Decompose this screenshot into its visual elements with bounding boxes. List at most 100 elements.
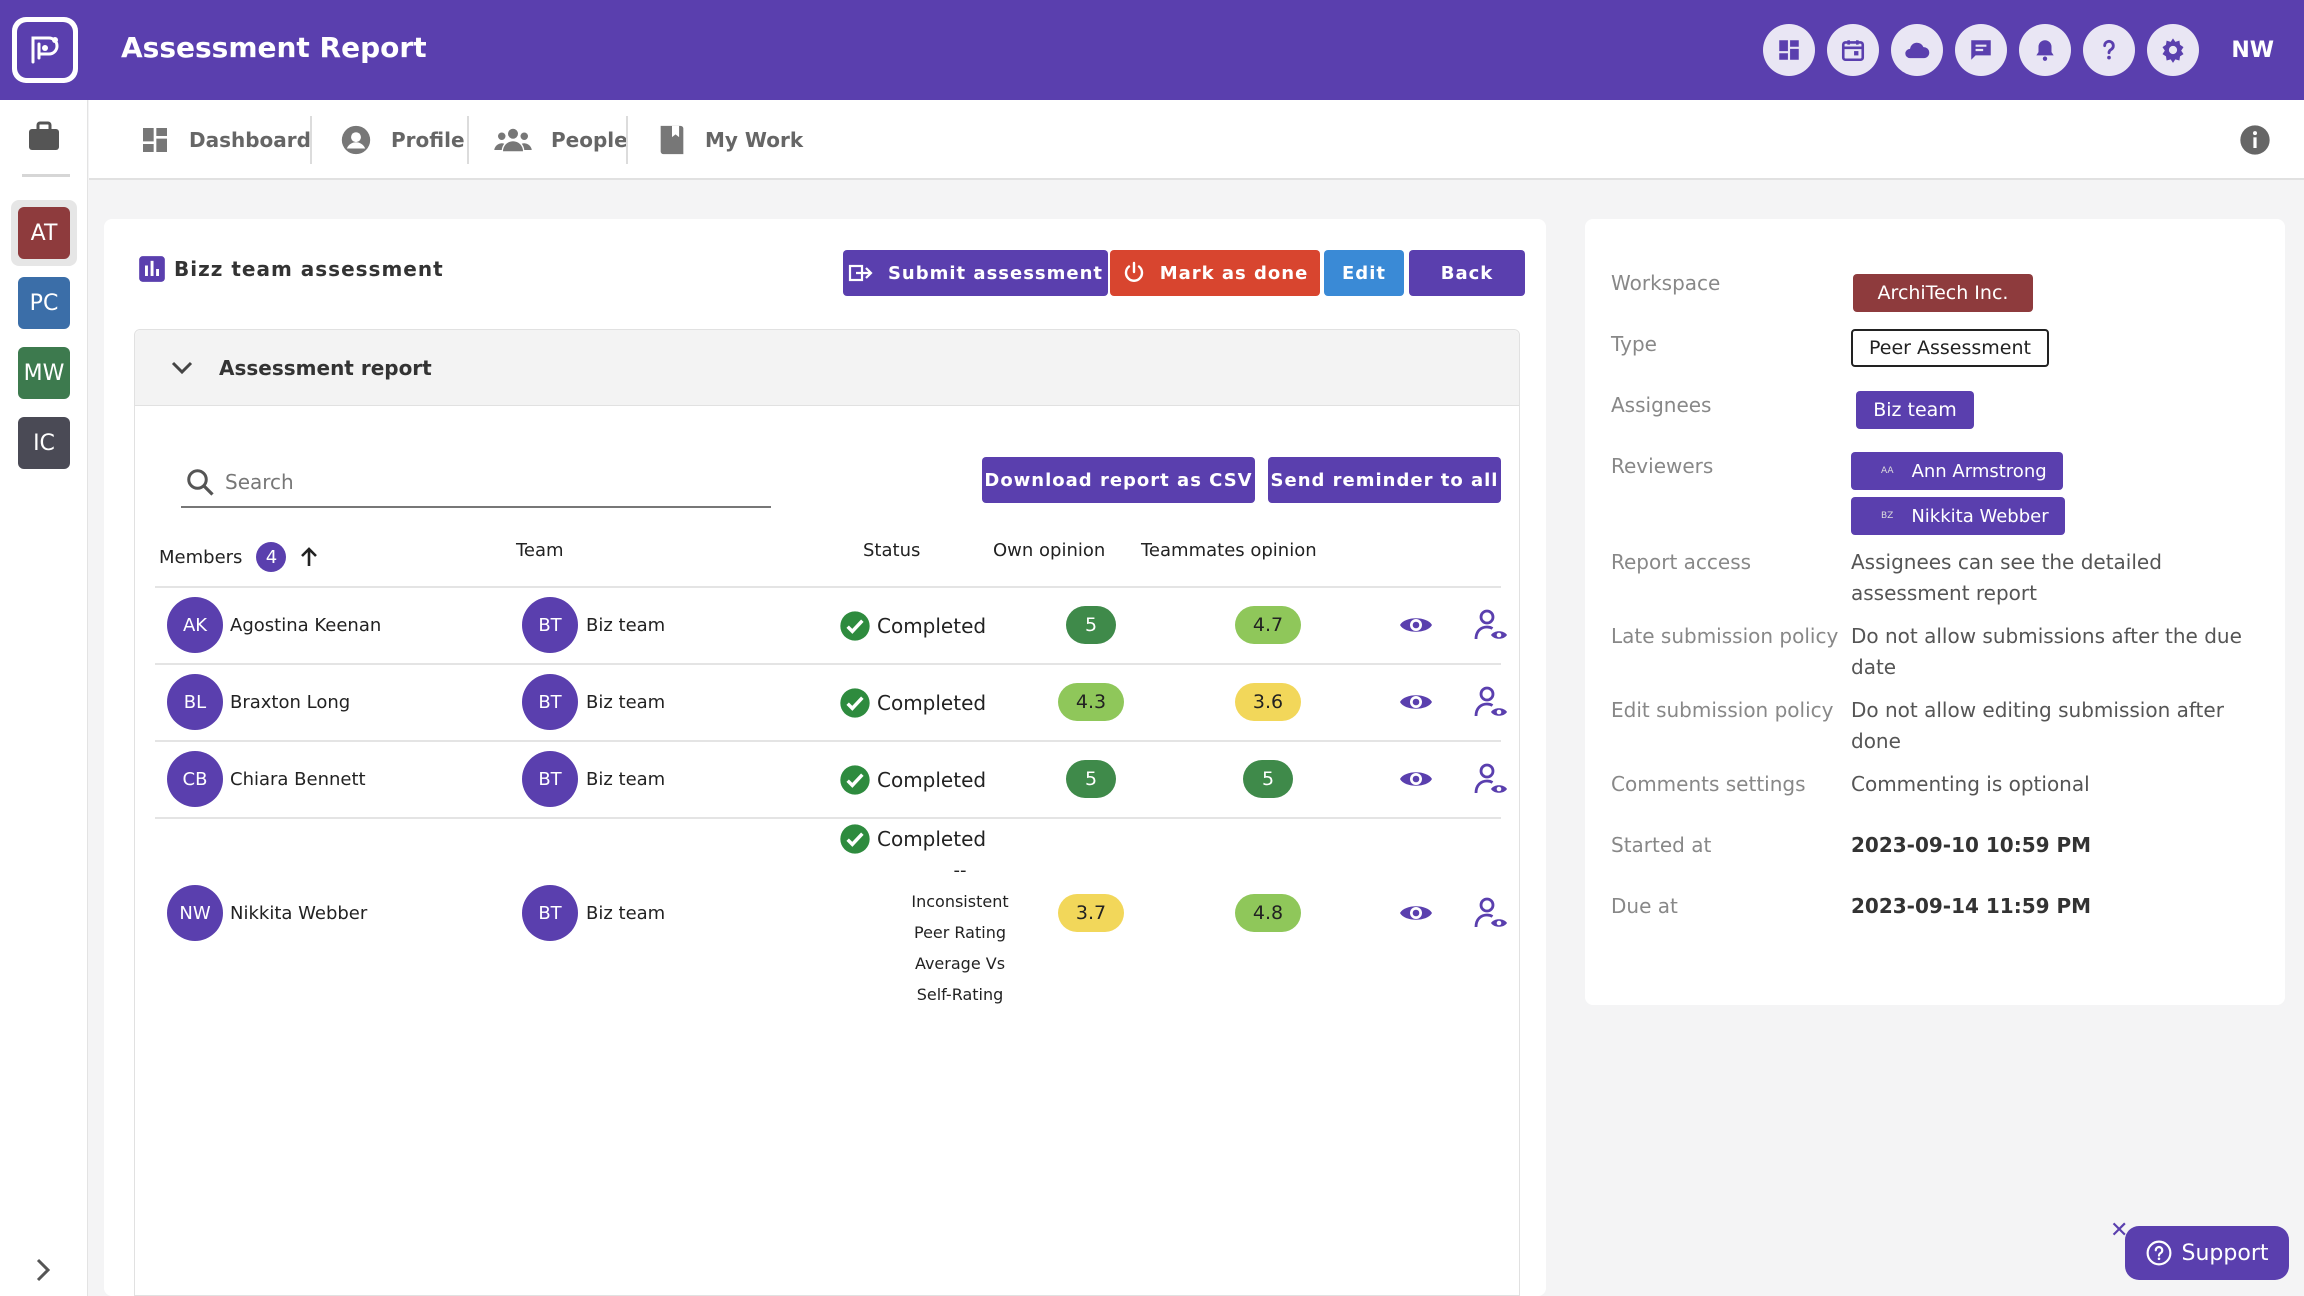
- status-text: Completed: [877, 691, 987, 715]
- calendar-icon[interactable]: [1827, 24, 1880, 76]
- back-button[interactable]: Back: [1409, 250, 1525, 296]
- close-icon[interactable]: ✕: [2110, 1218, 2129, 1243]
- workspace-item[interactable]: PC: [11, 270, 77, 336]
- status-column-header[interactable]: Status: [863, 540, 921, 561]
- own-opinion-column-header[interactable]: Own opinion: [993, 540, 1106, 561]
- workspace-badge: AT: [18, 207, 70, 259]
- info-icon[interactable]: [2239, 124, 2271, 160]
- help-icon: [2146, 1240, 2171, 1266]
- briefcase-icon[interactable]: [27, 120, 61, 156]
- status-text: Completed: [877, 614, 987, 638]
- teammates-opinion-score: 5: [1243, 760, 1293, 798]
- reviewer-view-icon[interactable]: [1473, 762, 1509, 802]
- comments-settings-value: Commenting is optional: [1851, 772, 2090, 796]
- rail-divider: [22, 174, 70, 177]
- status-note-line: Self-Rating: [916, 985, 1004, 1004]
- reviewer-view-icon[interactable]: [1473, 685, 1509, 725]
- late-submission-label: Late submission policy: [1611, 624, 1839, 648]
- reviewer-view-icon[interactable]: [1473, 896, 1509, 936]
- nav-dashboard[interactable]: Dashboard: [139, 120, 311, 160]
- report-access-value: Assignees can see the detailed assessmen…: [1851, 550, 2162, 605]
- team-column-header[interactable]: Team: [516, 540, 564, 561]
- edit-button[interactable]: Edit: [1324, 250, 1404, 296]
- status-cell: Completed: [839, 610, 986, 642]
- workspace-badge: IC: [18, 417, 70, 469]
- type-chip: Peer Assessment: [1851, 329, 2049, 367]
- members-header-label: Members: [159, 546, 243, 568]
- member-name[interactable]: Chiara Bennett: [230, 769, 366, 790]
- table-row: CB Chiara Bennett BT Biz team Completed …: [155, 740, 1507, 817]
- card-title: Bizz team assessment: [138, 255, 444, 283]
- status-cell: Completed: [839, 687, 986, 719]
- send-reminder-button[interactable]: Send reminder to all: [1268, 457, 1501, 503]
- reviewer-mini-avatar: BZ: [1881, 511, 1894, 521]
- nav-my-work-label: My Work: [705, 128, 804, 152]
- nav-profile[interactable]: Profile: [339, 120, 465, 160]
- teammates-opinion-column-header[interactable]: Teammates opinion: [1141, 540, 1317, 561]
- edit-submission-label: Edit submission policy: [1611, 698, 1834, 722]
- download-csv-button[interactable]: Download report as CSV: [982, 457, 1255, 503]
- reviewer-name: Nikkita Webber: [1911, 505, 2049, 527]
- team-avatar: BT: [522, 885, 578, 941]
- chat-icon[interactable]: [1955, 24, 2008, 76]
- user-menu[interactable]: NW: [2231, 37, 2274, 63]
- eye-icon[interactable]: [1398, 612, 1434, 642]
- member-name[interactable]: Nikkita Webber: [230, 903, 368, 924]
- help-icon[interactable]: [2083, 24, 2136, 76]
- check-circle-icon: [840, 688, 870, 718]
- workspace-item[interactable]: IC: [11, 410, 77, 476]
- report-section-title: Assessment report: [219, 355, 432, 380]
- team-name: Biz team: [586, 692, 666, 713]
- comments-settings-label: Comments settings: [1611, 772, 1806, 796]
- chevron-down-icon: [171, 361, 193, 374]
- reviewers-label: Reviewers: [1611, 454, 1714, 478]
- member-name[interactable]: Braxton Long: [230, 692, 351, 713]
- member-name[interactable]: Agostina Keenan: [230, 615, 382, 636]
- due-at-value: 2023-09-14 11:59 PM: [1851, 894, 2092, 918]
- eye-icon[interactable]: [1398, 766, 1434, 796]
- support-label: Support: [2181, 1240, 2269, 1266]
- team-name: Biz team: [586, 903, 666, 924]
- own-opinion-score: 4.3: [1058, 683, 1124, 721]
- cloud-icon[interactable]: [1891, 24, 1944, 76]
- dashboard-icon[interactable]: [1763, 24, 1816, 76]
- workspace-item[interactable]: AT: [11, 200, 77, 266]
- support-button[interactable]: Support: [2125, 1226, 2289, 1280]
- report-section-header[interactable]: Assessment report: [135, 330, 1519, 406]
- teammates-opinion-score: 3.6: [1235, 683, 1301, 721]
- assignee-chip: Biz team: [1856, 391, 1974, 429]
- mark-as-done-button[interactable]: Mark as done: [1110, 250, 1320, 296]
- logo-icon: [31, 36, 59, 64]
- status-text: Completed: [877, 827, 987, 851]
- search-input[interactable]: [225, 470, 745, 494]
- reviewer-chip: BZ Nikkita Webber: [1851, 497, 2065, 535]
- submit-assessment-button[interactable]: Submit assessment: [843, 250, 1108, 296]
- reviewer-view-icon[interactable]: [1473, 608, 1509, 648]
- member-avatar: CB: [167, 751, 223, 807]
- gear-icon[interactable]: [2147, 24, 2200, 76]
- eye-icon[interactable]: [1398, 900, 1434, 930]
- status-cell: Completed: [839, 823, 986, 855]
- profile-icon: [341, 125, 371, 155]
- submit-assessment-label: Submit assessment: [887, 262, 1104, 284]
- details-card: Workspace ArchiTech Inc. Type Peer Asses…: [1585, 219, 2285, 1005]
- members-column-header[interactable]: Members 4: [159, 542, 320, 572]
- nav-my-work[interactable]: My Work: [657, 120, 803, 160]
- workspace-item[interactable]: MW: [11, 340, 77, 406]
- nav-people[interactable]: People: [493, 120, 628, 160]
- teammates-opinion-score: 4.7: [1235, 606, 1301, 644]
- bell-icon[interactable]: [2019, 24, 2072, 76]
- app-logo[interactable]: [12, 17, 78, 83]
- member-avatar: NW: [167, 885, 223, 941]
- edit-submission-value: Do not allow editing submission after do…: [1851, 698, 2224, 753]
- eye-icon[interactable]: [1398, 689, 1434, 719]
- workspace-rail: AT PC MW IC: [0, 100, 88, 1296]
- team-name: Biz team: [586, 769, 666, 790]
- team-avatar: BT: [522, 674, 578, 730]
- chevron-right-icon[interactable]: [34, 1256, 52, 1288]
- due-at-label: Due at: [1611, 894, 1678, 918]
- people-icon: [494, 128, 532, 152]
- check-circle-icon: [840, 765, 870, 795]
- page-title: Assessment Report: [121, 31, 427, 64]
- power-icon: [1124, 261, 1143, 282]
